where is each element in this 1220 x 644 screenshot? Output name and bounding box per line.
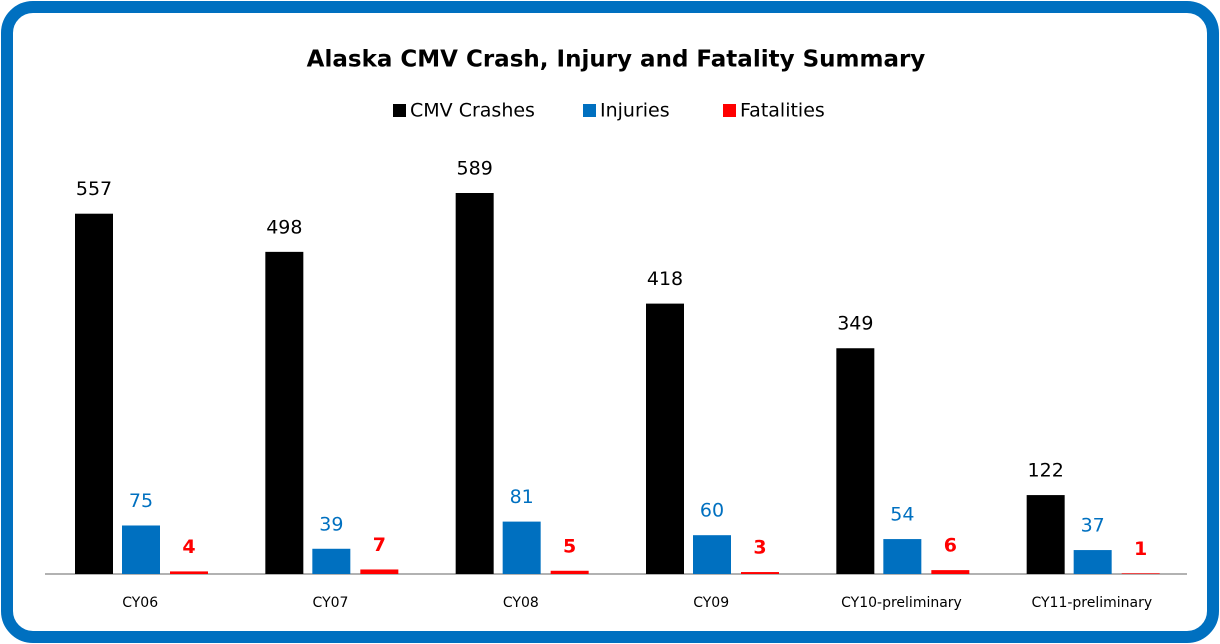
bar [931,570,970,574]
value-label: 122 [1028,460,1064,482]
bar [1121,573,1160,574]
bar [741,572,779,574]
bar [693,535,731,574]
value-label: 60 [700,500,724,522]
value-label: 75 [129,490,153,512]
x-tick-label: CY08 [503,595,539,611]
bar [550,570,589,574]
value-label: 3 [753,537,766,559]
value-label: 6 [944,535,957,557]
value-label: 557 [76,178,112,200]
value-label: 589 [457,158,493,180]
chart-title: Alaska CMV Crash, Injury and Fatality Su… [307,47,926,73]
legend-label: Injuries [600,100,670,122]
bar [360,569,399,574]
bar [646,303,684,574]
x-tick-label: CY10-preliminary [841,595,962,611]
value-label: 1 [1134,538,1147,560]
value-label: 418 [647,268,683,290]
bar [836,348,875,574]
value-label: 498 [266,216,302,238]
value-label: 349 [837,313,873,335]
x-tick-label: CY11-preliminary [1031,595,1152,611]
bar [1026,495,1065,574]
legend-label: Fatalities [740,100,825,122]
bar [122,525,160,574]
x-tick-label: CY09 [693,595,729,611]
value-label: 7 [373,534,386,556]
bar [502,521,541,574]
bar [265,251,304,574]
value-label: 54 [890,504,914,526]
value-label: 39 [319,513,343,535]
legend-swatch [583,104,596,117]
bar [312,548,351,574]
bar [1073,550,1112,574]
value-label: 5 [563,535,576,557]
bar [455,193,494,574]
bar [883,539,922,574]
x-tick-label: CY06 [122,595,158,611]
value-label: 4 [182,536,195,558]
bar [75,213,113,574]
bar [170,571,208,574]
value-label: 81 [510,486,534,508]
legend-swatch [393,104,406,117]
x-tick-label: CY07 [313,595,349,611]
legend-swatch [723,104,736,117]
value-label: 37 [1081,515,1105,537]
legend-label: CMV Crashes [410,100,535,122]
